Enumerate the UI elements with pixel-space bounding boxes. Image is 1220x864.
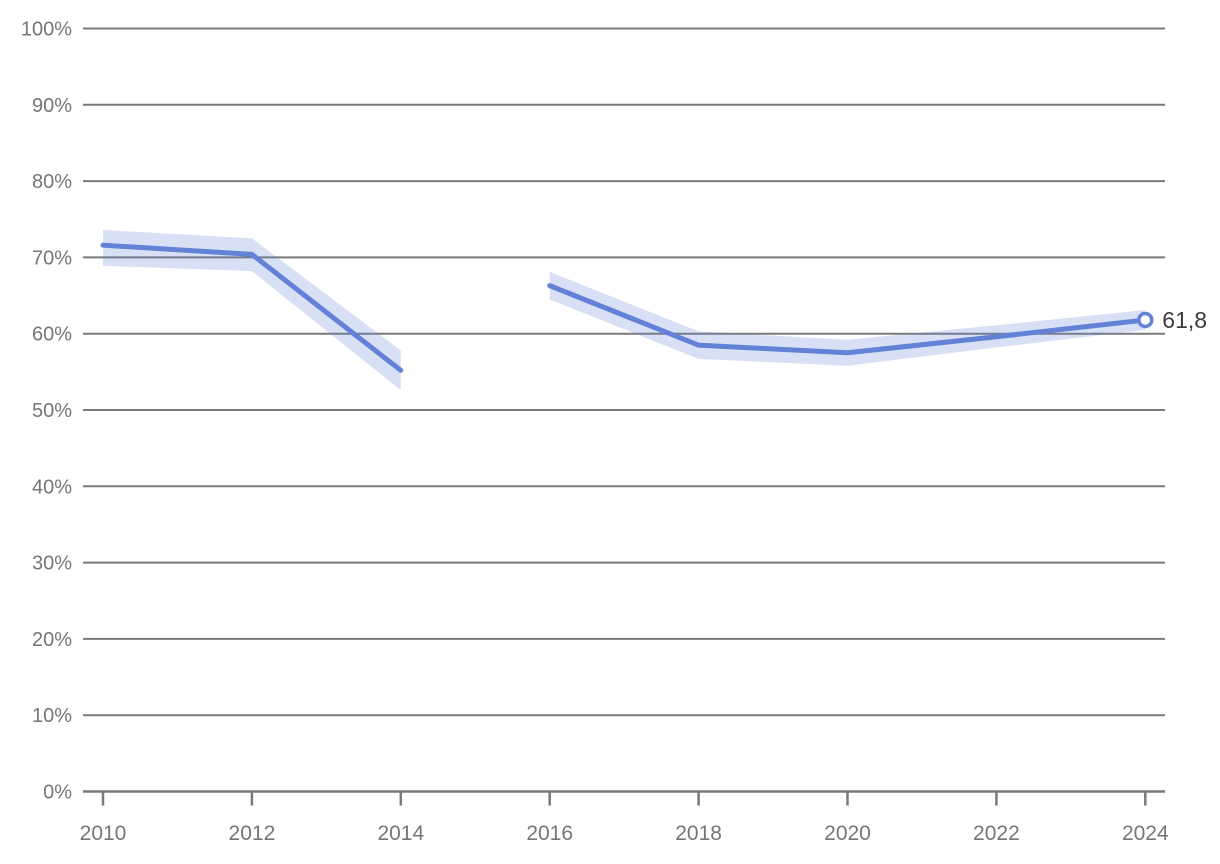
x-tick-label: 2016 [526,822,573,845]
y-tick-label: 80% [32,171,72,193]
end-annotation-group: 61,8 [1137,307,1207,333]
x-tick-label: 2012 [229,822,276,845]
x-tick-label: 2010 [80,822,127,845]
y-tick-label: 0% [43,782,72,804]
x-tick-label: 2024 [1122,822,1169,845]
y-tick-label: 60% [32,324,72,346]
tick-labels-group: 0% 10% 20% 30% 40% 50% 60% 70% 80% 90% 100% 2010 201… [21,19,1169,846]
x-tick-label: 2014 [377,822,424,845]
axis-group [101,792,1147,806]
y-tick-label: 70% [32,247,72,269]
confidence-band [549,271,1146,366]
y-tick-label: 50% [32,400,72,422]
x-tick-label: 2022 [973,822,1020,845]
confidence-band-group [103,229,1146,391]
y-tick-label: 100% [21,19,72,41]
x-tick-label: 2020 [824,822,871,845]
end-point-marker [1137,311,1154,329]
trend-line [547,283,1148,356]
x-tick-label: 2018 [675,822,722,845]
y-tick-label: 90% [32,95,72,117]
trend-line [100,242,404,373]
y-tick-label: 20% [32,629,72,651]
y-tick-label: 30% [32,553,72,575]
end-value-label: 61,8 [1162,307,1207,333]
y-tick-label: 10% [32,705,72,727]
trend-line-group [100,242,1148,373]
y-tick-label: 40% [32,476,72,498]
gridlines-group [83,27,1165,793]
